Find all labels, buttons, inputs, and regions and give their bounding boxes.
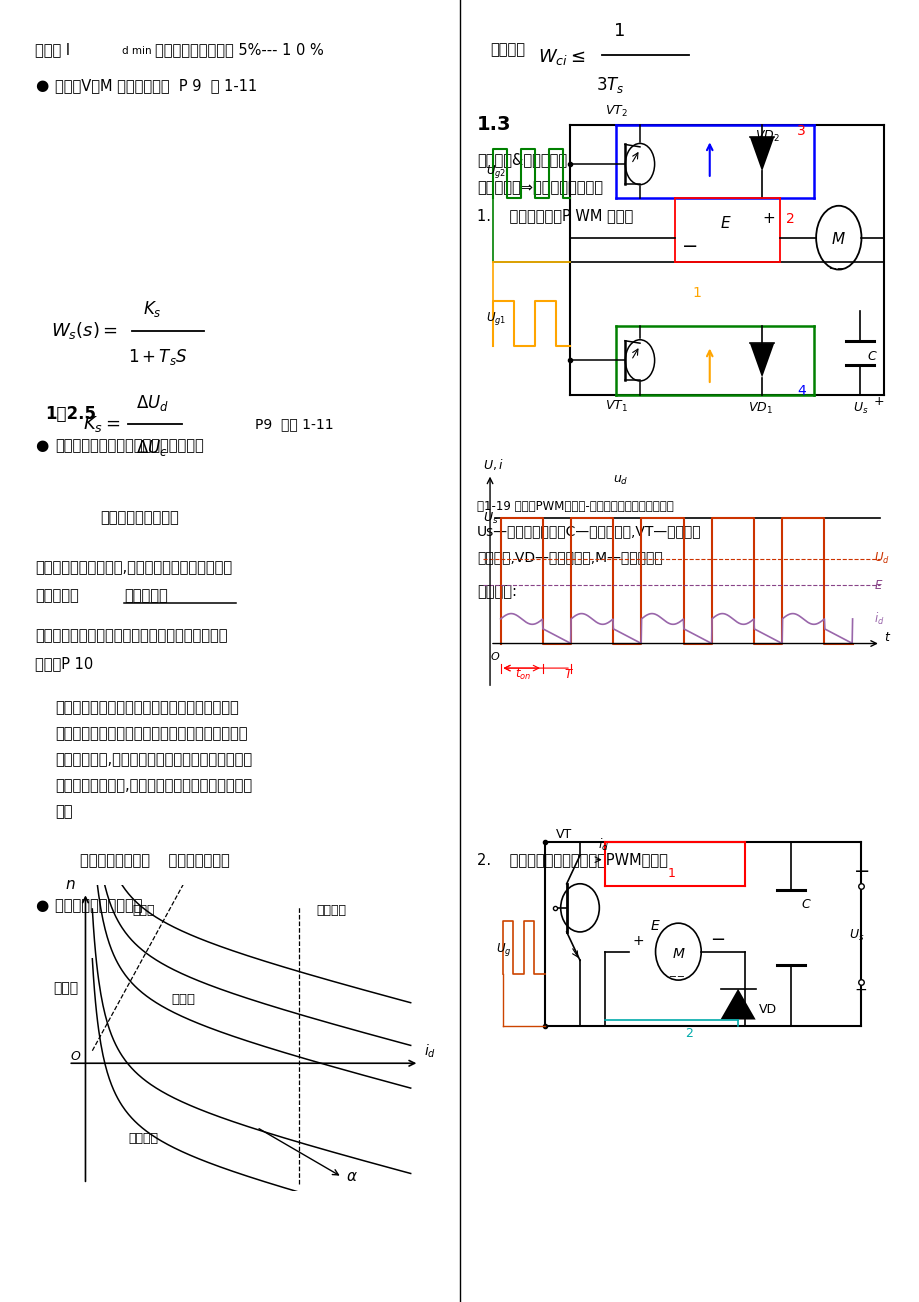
Text: P9  公式 1-11: P9 公式 1-11 <box>255 418 334 431</box>
Text: $u_d$: $u_d$ <box>613 474 628 487</box>
Text: $K_s$: $K_s$ <box>142 298 161 319</box>
Text: 2.    有制动电流通路的不可逆PWM变换器: 2. 有制动电流通路的不可逆PWM变换器 <box>476 852 667 867</box>
Text: $U_{g1}$: $U_{g1}$ <box>486 310 506 327</box>
Text: 失控时间的由来？    门极失去作用。: 失控时间的由来？ 门极失去作用。 <box>80 853 230 868</box>
Text: 1: 1 <box>667 867 675 880</box>
Text: 完整的V－M 系统机械特性  P 9  图 1-11: 完整的V－M 系统机械特性 P 9 图 1-11 <box>55 78 257 92</box>
Text: $M$: $M$ <box>671 948 685 961</box>
Text: 电压波形:: 电压波形: <box>476 585 516 599</box>
Text: $t_{on}$: $t_{on}$ <box>514 668 530 682</box>
Text: $E$: $E$ <box>873 579 882 592</box>
Text: 为电动机额定电路的 5%--- 1 0 %: 为电动机额定电路的 5%--- 1 0 % <box>154 42 323 57</box>
Text: +: + <box>632 934 643 948</box>
Text: 2: 2 <box>786 212 794 227</box>
Text: 逆变状态: 逆变状态 <box>128 1131 158 1144</box>
Text: 【问答、分析】为什么晶闸管触发整流装置会产生: 【问答、分析】为什么晶闸管触发整流装置会产生 <box>35 628 227 643</box>
Text: 3: 3 <box>796 124 805 138</box>
Text: 一般取 I: 一般取 I <box>35 42 70 57</box>
Text: +: + <box>761 211 774 227</box>
Text: 整流电压发生变化,这就导致整流电压滞后于控制电: 整流电压发生变化,这就导致整流电压滞后于控制电 <box>55 779 252 793</box>
Text: 其滞后效应是由晶闸管的失控时间引起的。晶闸: 其滞后效应是由晶闸管的失控时间引起的。晶闸 <box>55 700 239 715</box>
Text: d min: d min <box>122 46 152 56</box>
Text: $U_s$: $U_s$ <box>852 401 868 415</box>
Text: $K_s=$: $K_s=$ <box>83 414 120 435</box>
Text: VT: VT <box>555 828 571 841</box>
Text: 给出电路图⇒它的电流电压波形: 给出电路图⇒它的电流电压波形 <box>476 180 602 195</box>
Text: −: − <box>709 931 724 949</box>
Text: $\Delta U_d$: $\Delta U_d$ <box>136 393 168 413</box>
Text: 1．2.5: 1．2.5 <box>45 405 96 423</box>
Text: 开关器件,VD—续流二极管,M—直流电动机: 开关器件,VD—续流二极管,M—直流电动机 <box>476 549 662 564</box>
Text: $\alpha$: $\alpha$ <box>346 1169 358 1184</box>
Text: $\Delta U_c$: $\Delta U_c$ <box>136 439 167 458</box>
Text: 1: 1 <box>692 285 700 299</box>
Text: 整流状态: 整流状态 <box>316 904 346 917</box>
Text: $i_d$: $i_d$ <box>873 611 883 628</box>
Text: $VT_2$: $VT_2$ <box>605 104 627 118</box>
Text: 2: 2 <box>685 1027 693 1040</box>
Text: $1$: $1$ <box>613 22 624 40</box>
Text: 工作状态&电压波形。: 工作状态&电压波形。 <box>476 152 566 167</box>
Text: ─ ─: ─ ─ <box>669 973 684 982</box>
Text: $U_d$: $U_d$ <box>873 551 889 566</box>
Text: $E$: $E$ <box>720 215 731 230</box>
Text: −: − <box>681 237 698 256</box>
Text: $U,i$: $U,i$ <box>482 457 504 471</box>
Text: $VD_2$: $VD_2$ <box>754 129 779 143</box>
Text: 断续区: 断续区 <box>53 982 78 995</box>
Text: 管一旦导通后，控制电压的变化在该器件关断此前: 管一旦导通后，控制电压的变化在该器件关断此前 <box>55 727 247 741</box>
Text: 滞后？P 10: 滞后？P 10 <box>35 656 93 671</box>
Text: ●: ● <box>35 78 48 92</box>
Text: $C$: $C$ <box>800 898 811 911</box>
Text: 连续区: 连续区 <box>171 992 195 1005</box>
Text: $W_s(s)=$: $W_s(s)=$ <box>51 320 118 341</box>
Text: $U_g$: $U_g$ <box>495 941 511 958</box>
Text: $VT_1$: $VT_1$ <box>605 398 628 414</box>
Text: $1+T_s S$: $1+T_s S$ <box>128 346 187 367</box>
Text: 纯滞后环节: 纯滞后环节 <box>124 589 167 603</box>
Text: +: + <box>873 395 883 408</box>
Text: 1.    简朴的不可逆P WM 变换器: 1. 简朴的不可逆P WM 变换器 <box>476 208 632 223</box>
Text: $W_{ci}\leq$: $W_{ci}\leq$ <box>538 47 584 66</box>
Text: $O$: $O$ <box>70 1049 81 1062</box>
Text: $VD_1$: $VD_1$ <box>747 401 772 415</box>
Text: 就不再起作用,直到下一相触发脉冲届时才干使输出: 就不再起作用,直到下一相触发脉冲届时才干使输出 <box>55 753 252 767</box>
Text: Us—直流电源电压，C—滤波电容器,VT—电力电子: Us—直流电源电压，C—滤波电容器,VT—电力电子 <box>476 523 701 538</box>
Text: 4: 4 <box>796 384 805 397</box>
Text: 图1-19 不可逆PWM变换器-直流电动机系统电路原理图: 图1-19 不可逆PWM变换器-直流电动机系统电路原理图 <box>476 500 673 513</box>
Text: $C$: $C$ <box>866 350 877 363</box>
Text: $E$: $E$ <box>650 919 660 932</box>
Text: 分界线: 分界线 <box>132 904 155 917</box>
Text: 【填空】在动态过程中,可把晶闸管触发与整流装置: 【填空】在动态过程中,可把晶闸管触发与整流装置 <box>35 560 232 575</box>
Text: $T$: $T$ <box>563 668 573 681</box>
Text: $n$: $n$ <box>64 878 75 892</box>
Text: ●: ● <box>35 898 48 913</box>
Text: $i_d$: $i_d$ <box>597 837 608 853</box>
Text: $M$: $M$ <box>830 230 845 246</box>
Polygon shape <box>749 344 774 378</box>
Text: $3T_s$: $3T_s$ <box>596 74 624 95</box>
Polygon shape <box>749 137 774 172</box>
Text: ─ ─: ─ ─ <box>829 264 844 273</box>
Text: 计算晶闸管触发和整流装置的放大系数: 计算晶闸管触发和整流装置的放大系数 <box>55 437 203 453</box>
Text: +: + <box>853 983 866 999</box>
Text: 在某个范畴是线性的: 在某个范畴是线性的 <box>100 510 178 525</box>
Text: $U_{g2}$: $U_{g2}$ <box>486 163 506 180</box>
Text: $U_s$: $U_s$ <box>482 510 498 526</box>
Text: 晶闸管装置的传递函数: 晶闸管装置的传递函数 <box>55 898 152 913</box>
Text: $O$: $O$ <box>490 650 500 663</box>
Text: 当作是一种: 当作是一种 <box>35 589 79 603</box>
Text: $t$: $t$ <box>883 631 891 644</box>
Text: 压。: 压。 <box>55 805 73 819</box>
Text: $i_d$: $i_d$ <box>423 1043 435 1060</box>
Text: $U_s$: $U_s$ <box>848 927 863 943</box>
Text: 近似条件: 近似条件 <box>490 42 525 57</box>
Text: −: − <box>853 862 869 881</box>
Text: VD: VD <box>758 1003 777 1016</box>
Text: ●: ● <box>35 437 48 453</box>
Text: 1.3: 1.3 <box>476 115 511 134</box>
Polygon shape <box>720 990 754 1019</box>
